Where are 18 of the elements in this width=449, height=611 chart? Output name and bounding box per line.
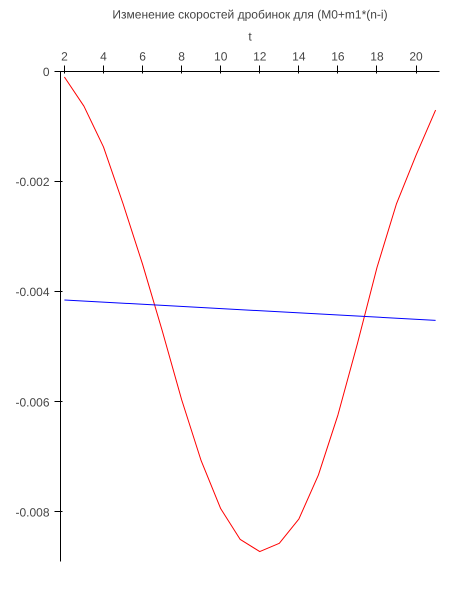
chart-title: Изменение скоростей дробинок для (M0+m1*(n-i)	[112, 8, 388, 22]
x-tick-label: 8	[178, 50, 186, 64]
y-tick-label: -0.002	[15, 175, 50, 190]
x-tick-label: 2	[61, 50, 68, 64]
line-series	[64, 76, 436, 552]
y-tick-label: -0.006	[15, 395, 50, 410]
x-tick-label: 4	[100, 50, 108, 64]
y-tick-label: -0.004	[15, 285, 50, 300]
x-tick-label: 6	[139, 50, 146, 64]
x-tick-label: 18	[370, 50, 384, 64]
x-tick-label: 16	[331, 50, 345, 64]
x-tick-label: 10	[214, 50, 228, 64]
x-tick-label: 20	[409, 50, 424, 64]
x-tick-label: 14	[292, 50, 306, 64]
x-tick-label: 12	[253, 50, 267, 64]
y-tick-label: -0.008	[15, 505, 50, 520]
x-axis-title: t	[248, 30, 252, 44]
y-tick-label: 0	[42, 65, 50, 79]
